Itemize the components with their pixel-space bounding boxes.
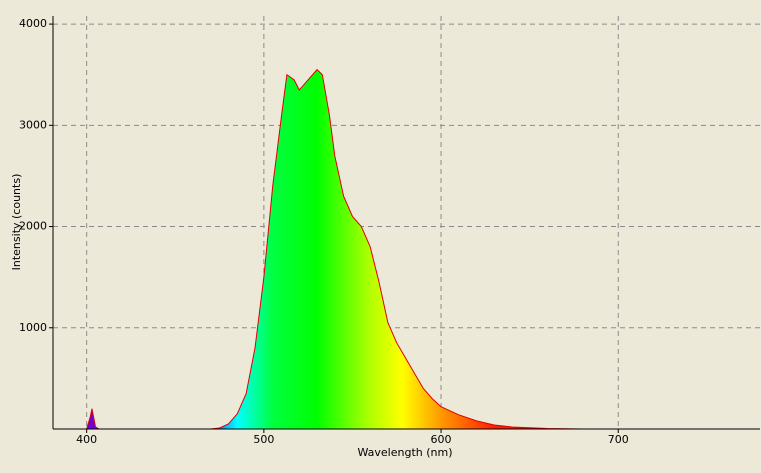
y-tick-label: 3000 bbox=[19, 118, 47, 131]
y-tick-label: 4000 bbox=[19, 17, 47, 30]
x-tick-label: 400 bbox=[76, 433, 97, 446]
y-axis-label: Intensity (counts) bbox=[10, 174, 23, 271]
x-tick-label: 600 bbox=[431, 433, 452, 446]
y-tick-label: 2000 bbox=[19, 220, 47, 233]
x-axis-label: Wavelength (nm) bbox=[357, 446, 452, 459]
x-tick-label: 700 bbox=[608, 433, 629, 446]
spectrum-area bbox=[83, 69, 583, 430]
y-tick-label: 1000 bbox=[19, 321, 47, 334]
x-tick-label: 500 bbox=[253, 433, 274, 446]
